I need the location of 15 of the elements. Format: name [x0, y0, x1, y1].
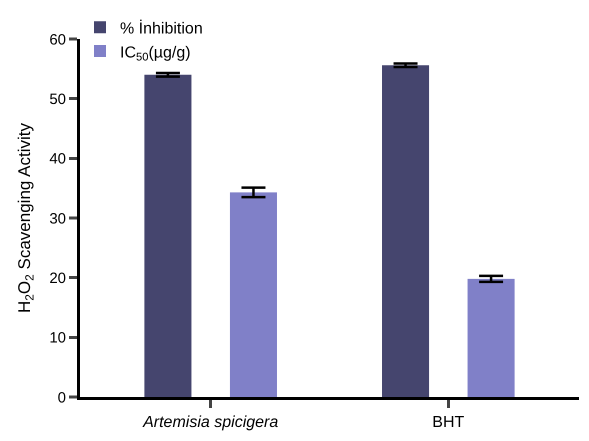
y-tick-label: 20 [49, 270, 66, 287]
x-tick-label: Artemisia spicigera [142, 414, 278, 432]
legend-label: IC$_{50}$(µg/g) [120, 44, 191, 64]
y-tick-label: 30 [49, 210, 66, 228]
y-tick-label: 10 [49, 330, 66, 347]
y-tick-label: 0 [58, 389, 66, 406]
legend-label: % İnhibition [120, 20, 203, 38]
y-tick-label: 60 [49, 31, 66, 48]
bar [468, 278, 515, 397]
bar [382, 65, 430, 397]
bar [230, 192, 277, 397]
bar [144, 74, 192, 397]
x-tick-label: BHT [432, 414, 465, 432]
y-tick-label: 40 [49, 150, 66, 168]
y-tick-label: 50 [49, 90, 66, 108]
